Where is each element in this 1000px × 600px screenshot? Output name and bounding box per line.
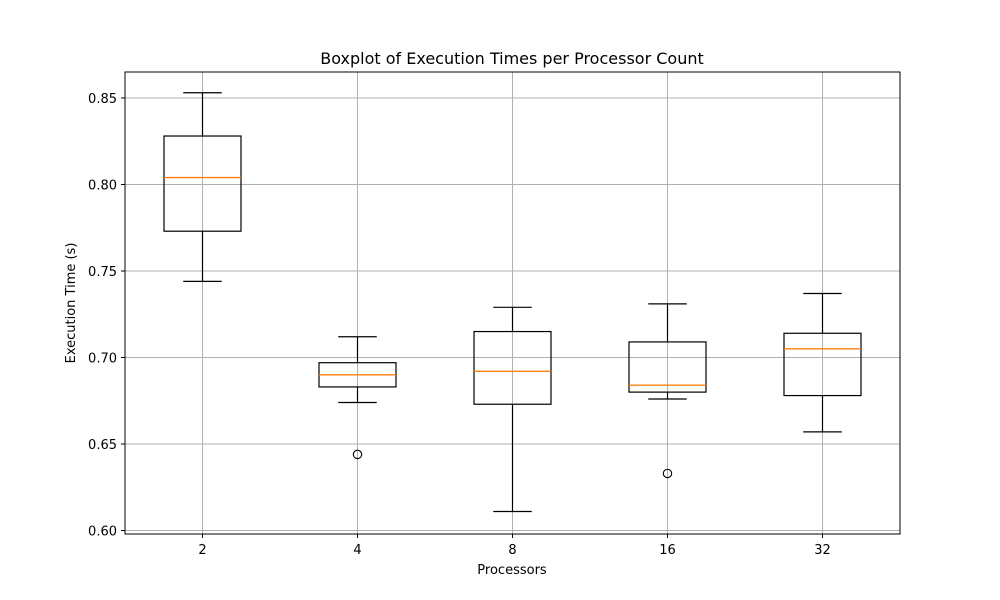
box-group-2	[163, 92, 242, 282]
x-tick-label: 32	[814, 543, 831, 558]
x-axis-label: Processors	[477, 563, 547, 578]
y-tick-label: 0.60	[88, 525, 117, 540]
chart-title: Boxplot of Execution Times per Processor…	[320, 49, 704, 68]
iqr-box	[628, 341, 707, 393]
iqr-box	[473, 330, 552, 405]
x-tick-label: 16	[659, 543, 676, 558]
box-group-4	[318, 336, 397, 460]
y-tick-label: 0.70	[88, 352, 117, 367]
y-tick-label: 0.80	[88, 178, 117, 193]
outlier-point	[352, 449, 363, 460]
iqr-box	[163, 135, 242, 232]
y-tick-label: 0.65	[88, 438, 117, 453]
y-tick-label: 0.85	[88, 92, 117, 107]
boxes-layer	[163, 92, 862, 513]
box-group-8	[473, 306, 552, 513]
x-tick-label: 2	[198, 543, 206, 558]
y-tick-label: 0.75	[88, 265, 117, 280]
grid-lines	[125, 72, 900, 534]
box-group-16	[628, 303, 707, 479]
iqr-box	[783, 332, 862, 397]
y-axis-label: Execution Time (s)	[64, 243, 79, 364]
box-group-32	[783, 292, 862, 433]
outlier-point	[662, 468, 673, 479]
y-axis-ticks: 0.60 0.65 0.70 0.75 0.80 0.85	[88, 92, 125, 540]
x-tick-label: 8	[508, 543, 516, 558]
x-axis-ticks: 2 4 8 16 32	[198, 534, 831, 558]
x-tick-label: 4	[353, 543, 361, 558]
